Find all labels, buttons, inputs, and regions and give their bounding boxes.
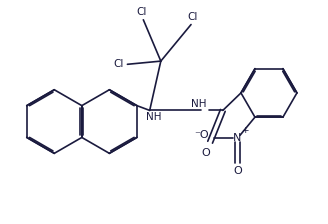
Text: NH: NH bbox=[146, 112, 162, 122]
Text: +: + bbox=[241, 126, 248, 135]
Text: Cl: Cl bbox=[113, 59, 124, 69]
Text: O: O bbox=[233, 166, 242, 177]
Text: N: N bbox=[233, 133, 242, 143]
Text: Cl: Cl bbox=[136, 7, 147, 17]
Text: ⁻O: ⁻O bbox=[194, 130, 209, 140]
Text: O: O bbox=[201, 148, 210, 158]
Text: Cl: Cl bbox=[187, 12, 198, 22]
Text: NH: NH bbox=[191, 99, 207, 109]
